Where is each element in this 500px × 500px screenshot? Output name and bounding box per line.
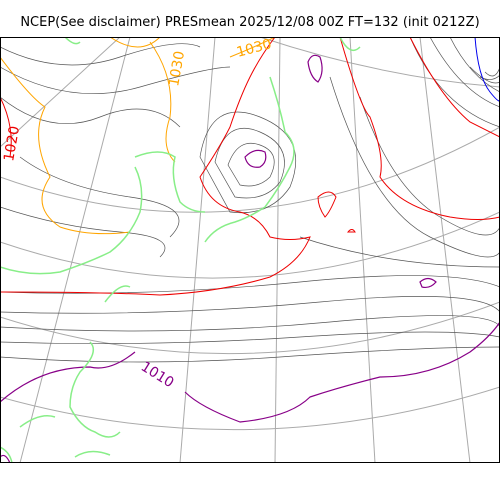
isobars — [0, 37, 500, 363]
label-1030-a: 1030 — [166, 50, 188, 88]
isobar-1010 — [0, 54, 500, 463]
label-1030-b: 1030 — [235, 37, 274, 61]
isobar-1040 — [474, 37, 500, 102]
label-1020: 1020 — [1, 125, 23, 163]
latitude-lines — [0, 37, 500, 431]
label-1010: 1010 — [138, 359, 177, 391]
map-title: NCEP(See disclaimer) PRESmean 2025/12/08… — [20, 15, 480, 30]
isobar-1020 — [0, 37, 500, 296]
pressure-map: 1010 1020 1030 1030 — [0, 37, 500, 463]
isobar-1030 — [0, 37, 276, 235]
coastline — [0, 37, 361, 463]
